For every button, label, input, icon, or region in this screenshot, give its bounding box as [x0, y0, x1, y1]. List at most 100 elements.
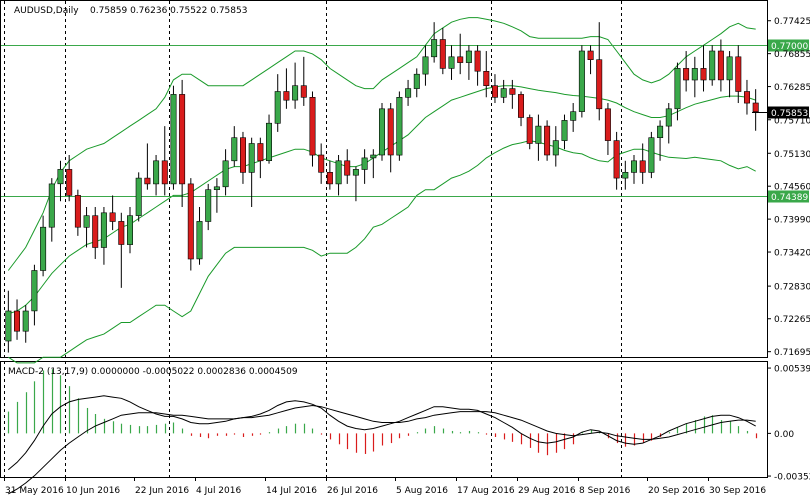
candle-body-56: [491, 85, 498, 98]
time-axis: 31 May 2016 10 Jun 2016 22 Jun 2016 4 Jul 2…: [4, 477, 766, 496]
time-label-5: 26 Jul 2016: [327, 486, 378, 496]
candle-body-48: [422, 56, 429, 75]
time-label-11: 30 Sep 2016: [709, 486, 766, 496]
price-tick-label-7: 0.73420: [774, 249, 810, 259]
candle-body-67: [587, 50, 594, 60]
macd-label: MACD-2 (13,17,9) 0.0000000 -0.0005022 0.…: [8, 367, 298, 377]
candle-body-19: [170, 94, 177, 185]
candle-body-7: [66, 169, 73, 196]
candle-body-32: [283, 91, 290, 101]
candle-body-14: [127, 215, 134, 245]
candle-body-20: [179, 94, 186, 185]
macd-signal-line: [8, 404, 756, 495]
candle-body-86: [752, 102, 759, 112]
bollinger-upper-line: [7, 17, 756, 271]
current-price-tag: [768, 106, 809, 119]
candle-body-24: [213, 186, 220, 191]
candle-body-13: [118, 221, 125, 245]
candle-body-1: [14, 310, 21, 332]
candle-body-62: [544, 125, 551, 156]
time-label-6: 5 Aug 2016: [396, 486, 448, 496]
time-label-1: 10 Jun 2016: [66, 486, 120, 496]
candle-body-82: [717, 50, 724, 81]
horizontal-levels: 0.77000 0.74389: [1, 39, 809, 203]
candle-body-29: [257, 143, 264, 162]
level-tag-1: [768, 190, 809, 203]
macd-tick-label-1: 0.00: [774, 430, 794, 440]
macd-axis: 0.005395 0.00 -0.003525: [767, 365, 810, 483]
candle-body-43: [378, 108, 385, 156]
price-axis: 0.75853 0.77425 0.76855 0.76285 0.75710 0.751…: [752, 17, 810, 358]
candle-body-73: [639, 160, 646, 173]
candle-body-22: [196, 221, 203, 260]
candle-body-53: [465, 50, 472, 63]
candle-body-61: [535, 125, 542, 144]
candle-body-8: [74, 195, 81, 228]
candle-body-81: [709, 50, 716, 81]
time-label-8: 29 Aug 2016: [518, 486, 576, 496]
candle-body-66: [578, 50, 585, 112]
candle-body-47: [413, 73, 420, 89]
price-tick-label-8: 0.72830: [774, 283, 810, 293]
candle-body-64: [561, 120, 568, 141]
candle-body-44: [387, 108, 394, 156]
macd-lines: [7, 395, 756, 495]
candle-body-18: [161, 160, 168, 185]
level-label-0: 0.77000: [771, 42, 808, 52]
candle-body-80: [700, 68, 707, 81]
time-label-0: 31 May 2016: [5, 486, 64, 496]
candle-body-49: [431, 39, 438, 58]
candle-body-55: [483, 71, 490, 87]
candle-body-75: [657, 125, 664, 138]
level-label-1: 0.74389: [771, 193, 808, 203]
candle-body-78: [683, 68, 690, 81]
candle-body-58: [509, 88, 516, 95]
candle-body-35: [309, 97, 316, 156]
candle-body-33: [292, 85, 299, 101]
current-price-label: 0.75853: [771, 109, 808, 119]
candle-body-41: [361, 157, 368, 170]
candle-body-65: [570, 111, 577, 121]
candle-body-51: [448, 56, 455, 69]
time-label-10: 20 Sep 2016: [648, 486, 705, 496]
candle-body-74: [648, 137, 655, 173]
price-tick-label-6: 0.73990: [774, 216, 810, 226]
candle-body-40: [352, 169, 359, 176]
price-tick-label-3: 0.75710: [774, 116, 810, 126]
candle-body-0: [5, 310, 12, 342]
price-tick-label-0: 0.77425: [774, 17, 810, 27]
candle-body-31: [274, 91, 281, 124]
time-label-9: 8 Sep 2016: [579, 486, 631, 496]
macd-histogram: [7, 369, 758, 456]
candle-body-38: [335, 160, 342, 185]
candle-body-69: [604, 108, 611, 141]
price-tick-label-1: 0.76855: [774, 50, 810, 60]
candle-body-26: [231, 137, 238, 162]
candle-body-21: [187, 183, 194, 260]
candle-body-30: [265, 122, 272, 161]
candle-body-63: [552, 140, 559, 156]
candle-body-37: [326, 172, 333, 185]
price-tick-label-10: 0.71695: [774, 348, 810, 358]
candlesticks: [5, 22, 759, 353]
candle-body-68: [596, 59, 603, 110]
price-tick-label-5: 0.74560: [774, 183, 810, 193]
macd-panel-frame: [0, 361, 768, 478]
chart-symbol-title: AUDUSD,Daily: [14, 6, 79, 16]
price-panel-frame: [0, 0, 768, 358]
candle-body-79: [691, 68, 698, 81]
candle-body-12: [109, 212, 116, 222]
candle-body-34: [300, 85, 307, 98]
level-tag-0: [768, 39, 809, 52]
candle-body-83: [726, 56, 733, 81]
candle-body-59: [517, 94, 524, 118]
candle-body-27: [240, 137, 247, 173]
candle-body-71: [622, 172, 629, 179]
candle-body-3: [31, 270, 38, 312]
candle-body-46: [405, 88, 412, 98]
candle-body-2: [22, 310, 29, 332]
candle-body-39: [344, 160, 351, 176]
candle-body-54: [474, 50, 481, 72]
candle-body-25: [222, 160, 229, 188]
